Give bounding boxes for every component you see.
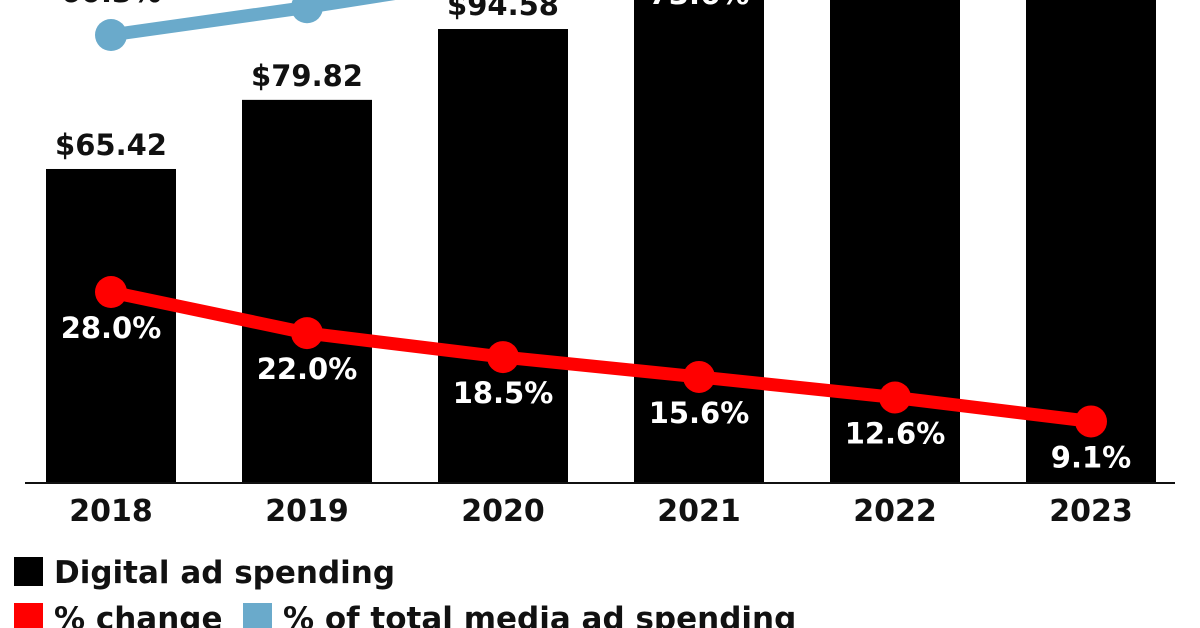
legend-label: % of total media ad spending — [283, 601, 796, 628]
legend-swatch — [243, 603, 272, 628]
legend-swatch — [14, 557, 43, 586]
bar-labels-layer: $65.42 $79.82 $94.58 — [55, 0, 559, 162]
share-line-layer: 60.3% 73.6% — [61, 0, 750, 51]
legend: Digital ad spending % change % of total me… — [14, 555, 796, 628]
change-value-label: 22.0% — [257, 352, 358, 386]
change-point-2023 — [1075, 405, 1107, 438]
bar-value-label: $79.82 — [251, 59, 363, 93]
share-point-2019 — [291, 0, 323, 24]
share-value-label: 60.3% — [61, 0, 162, 9]
x-tick-label: 2018 — [69, 494, 153, 529]
change-value-label: 12.6% — [845, 416, 946, 450]
change-line — [109, 285, 1092, 428]
bar-2019 — [242, 99, 372, 483]
x-tick-label: 2021 — [657, 494, 741, 529]
legend-swatch — [14, 603, 43, 628]
change-value-label: 15.6% — [649, 396, 750, 430]
change-point-2022 — [879, 381, 911, 414]
legend-label: Digital ad spending — [54, 555, 395, 591]
change-value-label: 18.5% — [453, 376, 554, 410]
change-value-label: 9.1% — [1051, 440, 1131, 474]
x-tick-label: 2022 — [853, 494, 937, 529]
x-tick-label: 2019 — [265, 494, 349, 529]
share-value-label: 73.6% — [649, 0, 750, 11]
legend-label: % change — [54, 601, 223, 628]
change-line-layer — [95, 276, 1107, 438]
change-point-2019 — [291, 317, 323, 350]
x-tick-label: 2020 — [461, 494, 545, 529]
change-labels-layer: 28.0% 22.0% 18.5% 15.6% 12.6% 9.1% — [61, 311, 1132, 474]
bar-2018 — [46, 168, 176, 483]
x-ticks-layer: 2018 2019 2020 2021 2022 2023 — [69, 494, 1133, 529]
bar-value-label: $65.42 — [55, 128, 167, 162]
bar-value-label: $94.58 — [447, 0, 559, 22]
change-point-2021 — [683, 360, 715, 393]
change-point-2020 — [487, 341, 519, 374]
bar-2023 — [1026, 0, 1156, 483]
share-point-2018 — [95, 19, 127, 51]
bar-2021 — [634, 0, 764, 483]
share-line — [110, 0, 396, 42]
change-value-label: 28.0% — [61, 311, 162, 345]
change-point-2018 — [95, 276, 127, 308]
bar-2020 — [438, 29, 568, 484]
x-tick-label: 2023 — [1049, 494, 1133, 529]
